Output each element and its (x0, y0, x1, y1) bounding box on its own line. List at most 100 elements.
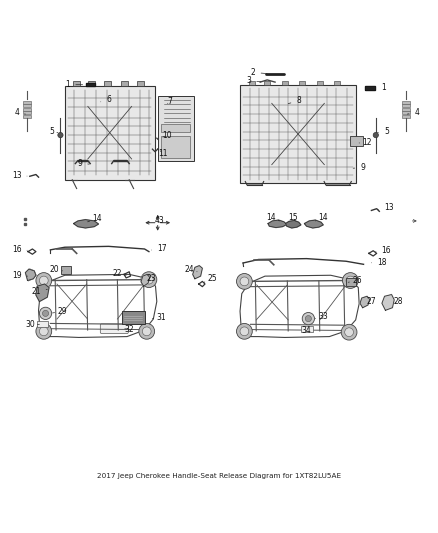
Text: 25: 25 (204, 274, 217, 283)
Bar (158, 96, 194, 160)
Bar (402, 108, 410, 110)
FancyBboxPatch shape (100, 324, 128, 334)
Text: 15: 15 (288, 213, 297, 222)
Bar (161, 124, 190, 133)
Bar (282, 81, 288, 85)
Polygon shape (74, 220, 99, 228)
Polygon shape (141, 274, 150, 286)
Text: 7: 7 (167, 97, 173, 106)
Text: 16: 16 (376, 246, 391, 255)
Bar (402, 111, 410, 114)
Circle shape (346, 276, 355, 285)
Circle shape (36, 273, 52, 288)
Text: 24: 24 (184, 264, 197, 273)
Text: 12: 12 (359, 138, 372, 147)
Circle shape (39, 307, 52, 319)
Text: 4: 4 (407, 108, 420, 117)
Text: 14: 14 (266, 213, 279, 222)
Bar (23, 115, 31, 118)
Circle shape (39, 327, 48, 336)
Circle shape (237, 324, 252, 339)
Bar (240, 85, 356, 183)
Bar (37, 321, 48, 327)
Circle shape (240, 277, 249, 286)
Bar (299, 81, 305, 85)
Polygon shape (25, 269, 36, 280)
Circle shape (141, 272, 157, 287)
Bar (249, 81, 255, 85)
Bar (264, 81, 270, 85)
Circle shape (36, 324, 52, 339)
Polygon shape (304, 220, 323, 228)
Bar (23, 104, 31, 107)
Circle shape (139, 324, 155, 339)
Text: 19: 19 (12, 271, 28, 280)
Text: 14: 14 (315, 213, 328, 222)
Text: 20: 20 (50, 265, 63, 274)
Bar (317, 81, 323, 85)
Bar (334, 81, 340, 85)
Bar (161, 136, 190, 158)
Polygon shape (365, 86, 375, 90)
Bar (65, 86, 155, 180)
Text: 17: 17 (152, 245, 167, 254)
Text: 22: 22 (113, 270, 126, 278)
Text: 30: 30 (25, 320, 39, 329)
Bar (73, 81, 80, 86)
Text: 29: 29 (53, 307, 67, 316)
Text: 33: 33 (315, 312, 328, 321)
Bar (346, 278, 356, 286)
Bar (402, 115, 410, 118)
Polygon shape (86, 83, 95, 86)
Text: 31: 31 (152, 313, 166, 322)
Polygon shape (268, 220, 287, 228)
Text: 6: 6 (101, 95, 111, 104)
Bar (137, 81, 144, 86)
Text: 13: 13 (12, 171, 27, 180)
Circle shape (373, 133, 378, 138)
Circle shape (237, 273, 252, 289)
Polygon shape (193, 265, 202, 279)
Circle shape (240, 327, 249, 336)
Circle shape (145, 275, 153, 284)
Circle shape (345, 328, 353, 336)
Text: 2017 Jeep Cherokee Handle-Seat Release Diagram for 1XT82LU5AE: 2017 Jeep Cherokee Handle-Seat Release D… (97, 473, 341, 479)
Text: 4: 4 (14, 108, 25, 117)
Circle shape (302, 312, 314, 325)
Text: 23: 23 (146, 274, 156, 283)
Bar (23, 111, 31, 114)
Text: 18: 18 (371, 257, 387, 266)
Text: 27: 27 (367, 297, 376, 306)
Bar (122, 311, 145, 324)
Text: 2: 2 (251, 68, 267, 77)
Circle shape (305, 316, 311, 322)
Circle shape (39, 276, 48, 285)
Text: 5: 5 (378, 127, 389, 136)
Bar (23, 108, 31, 110)
Text: 3: 3 (246, 76, 261, 85)
Text: 14: 14 (88, 214, 102, 223)
Text: 8: 8 (288, 96, 301, 106)
Text: 32: 32 (124, 325, 134, 334)
Bar (88, 81, 95, 86)
Text: 16: 16 (12, 245, 27, 254)
Circle shape (341, 324, 357, 340)
Circle shape (343, 273, 358, 288)
Bar (402, 104, 410, 107)
Text: 13: 13 (378, 203, 394, 212)
Text: 11: 11 (158, 149, 168, 158)
Circle shape (42, 310, 49, 317)
Bar (121, 81, 128, 86)
Bar (23, 101, 31, 103)
Text: 28: 28 (394, 297, 403, 306)
Bar (301, 326, 313, 332)
Bar (350, 136, 363, 146)
Text: 9: 9 (77, 159, 89, 168)
Bar (61, 265, 71, 274)
Circle shape (58, 133, 63, 138)
Bar (104, 81, 111, 86)
Text: 10: 10 (162, 131, 172, 140)
Text: 43: 43 (149, 216, 165, 225)
Text: 26: 26 (348, 276, 362, 285)
Text: 34: 34 (302, 326, 311, 335)
